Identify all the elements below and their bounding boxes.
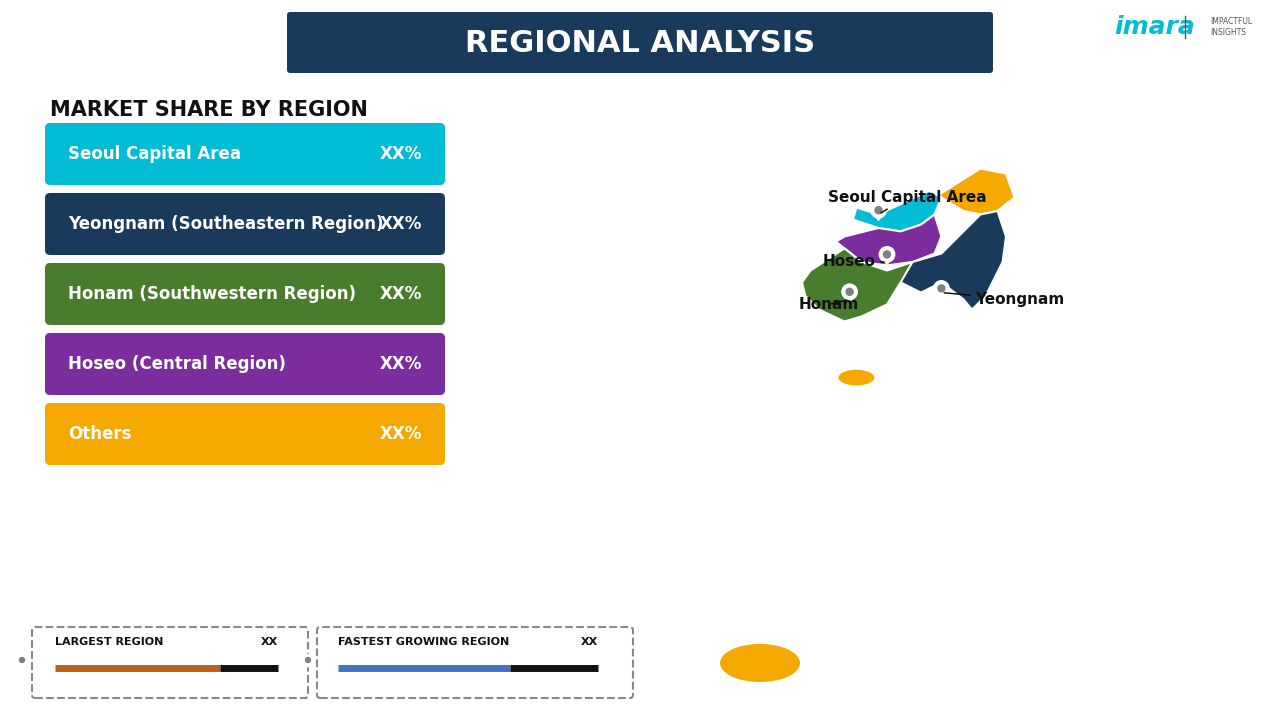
Text: XX%: XX% <box>380 355 422 373</box>
Polygon shape <box>17 662 27 668</box>
Polygon shape <box>934 290 948 300</box>
Text: XX%: XX% <box>380 425 422 443</box>
Polygon shape <box>303 662 314 668</box>
Circle shape <box>876 207 882 214</box>
Text: XX%: XX% <box>380 145 422 163</box>
Circle shape <box>19 657 24 662</box>
FancyBboxPatch shape <box>45 403 445 465</box>
Circle shape <box>870 202 886 218</box>
Circle shape <box>842 284 858 300</box>
Text: XX: XX <box>581 637 598 647</box>
Polygon shape <box>836 215 941 266</box>
Text: LARGEST REGION: LARGEST REGION <box>55 637 164 647</box>
Circle shape <box>306 657 311 662</box>
Circle shape <box>846 288 852 295</box>
Text: FASTEST GROWING REGION: FASTEST GROWING REGION <box>338 637 509 647</box>
Circle shape <box>933 281 948 296</box>
Ellipse shape <box>719 644 800 682</box>
Text: Seoul Capital Area: Seoul Capital Area <box>827 190 986 213</box>
Polygon shape <box>852 191 941 231</box>
Text: imara: imara <box>1115 15 1196 39</box>
Polygon shape <box>803 248 913 322</box>
Text: Honam: Honam <box>799 297 859 312</box>
Text: Seoul Capital Area: Seoul Capital Area <box>68 145 241 163</box>
Circle shape <box>883 251 891 258</box>
Text: Honam (Southwestern Region): Honam (Southwestern Region) <box>68 285 356 303</box>
FancyBboxPatch shape <box>317 627 634 698</box>
Text: IMPACTFUL
INSIGHTS: IMPACTFUL INSIGHTS <box>1210 17 1252 37</box>
FancyBboxPatch shape <box>45 263 445 325</box>
Text: Yeongnam: Yeongnam <box>945 292 1065 307</box>
Text: XX%: XX% <box>380 215 422 233</box>
Text: Yeongnam (Southeastern Region): Yeongnam (Southeastern Region) <box>68 215 384 233</box>
Circle shape <box>938 285 945 292</box>
Ellipse shape <box>837 369 876 386</box>
Text: Others: Others <box>68 425 132 443</box>
Text: XX%: XX% <box>380 285 422 303</box>
FancyBboxPatch shape <box>32 627 308 698</box>
FancyBboxPatch shape <box>287 12 993 73</box>
Polygon shape <box>879 256 895 266</box>
Polygon shape <box>842 294 856 303</box>
FancyBboxPatch shape <box>45 123 445 185</box>
Polygon shape <box>887 211 1006 310</box>
Circle shape <box>17 654 27 665</box>
Text: MARKET SHARE BY REGION: MARKET SHARE BY REGION <box>50 100 367 120</box>
Text: XX: XX <box>261 637 278 647</box>
Polygon shape <box>872 212 886 222</box>
FancyBboxPatch shape <box>45 333 445 395</box>
Circle shape <box>879 247 895 262</box>
Text: Hoseo: Hoseo <box>823 254 884 269</box>
FancyBboxPatch shape <box>45 193 445 255</box>
Text: REGIONAL ANALYSIS: REGIONAL ANALYSIS <box>465 29 815 58</box>
Circle shape <box>302 654 314 665</box>
Text: Hoseo (Central Region): Hoseo (Central Region) <box>68 355 285 373</box>
Polygon shape <box>934 168 1015 215</box>
